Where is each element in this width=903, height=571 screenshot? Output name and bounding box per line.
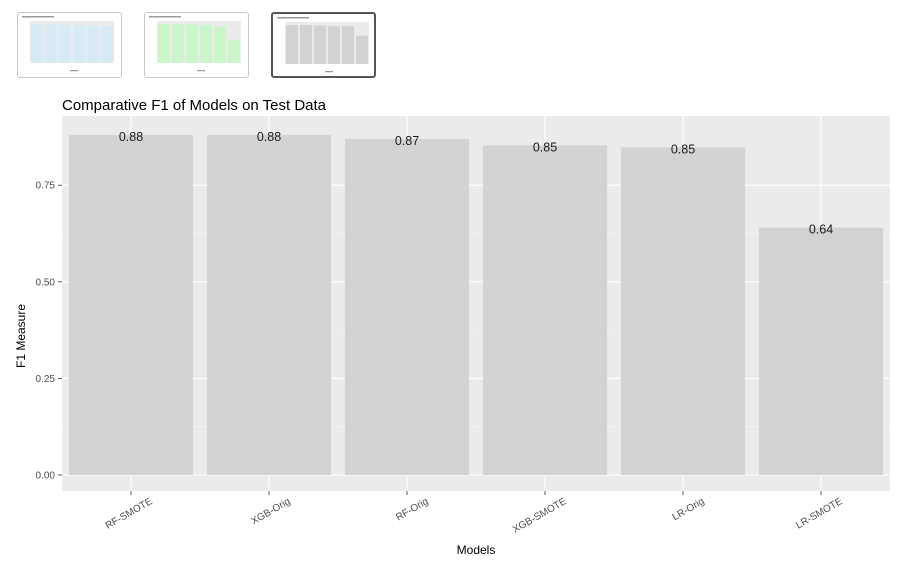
thumbnail-bar [44,24,58,63]
bar-lr-orig [620,147,746,475]
thumbnail-bar [227,39,241,63]
thumbnail-bar [171,24,185,63]
thumbnail-bar [58,24,72,63]
thumbnail-axis-title-line [70,70,78,72]
x-axis-title: Models [457,543,496,557]
thumbnail-precision-chart[interactable] [17,12,122,78]
x-tick-label: LR-SMOTE [794,496,845,532]
data-label: 0.85 [533,140,557,154]
thumbnail-title-line [22,16,54,18]
data-label: 0.87 [395,134,419,148]
y-tick-label: 0.75 [36,181,56,192]
y-axis-title: F1 Measure [14,304,28,368]
x-tick-label: RF-Orig [394,496,430,523]
thumbnail-bar [299,25,313,64]
x-tick-label: LR-Orig [671,496,707,523]
thumbnail-f1-chart[interactable] [271,12,376,78]
thumbnail-bar [213,26,227,63]
thumbnail-bar [86,25,100,63]
bar-xgb-smote [482,145,608,475]
thumbnail-bar [100,25,114,63]
thumbnail-recall-chart[interactable] [144,12,249,78]
f1-bar-chart: Comparative F1 of Models on Test Data 0.… [14,97,890,557]
chart-title: Comparative F1 of Models on Test Data [62,97,327,114]
thumbnail-axis-title-line [197,70,205,72]
bar-lr-smote [758,227,884,475]
thumbnail-panel [30,21,114,63]
thumbnail-recall-chart-preview [149,16,241,72]
x-tick-label: RF-SMOTE [104,496,155,532]
thumbnail-bar [157,24,171,63]
data-label: 0.64 [809,223,833,237]
bars [68,135,884,475]
data-labels: 0.88 0.88 0.87 0.85 0.85 0.64 [119,130,833,237]
bar-rf-smote [68,135,194,475]
thumbnail-bar [355,35,369,64]
x-tick-label: XGB-Orig [249,496,292,527]
data-label: 0.85 [671,142,695,156]
y-tick-label: 0.00 [36,471,56,482]
thumbnail-title-line [277,17,309,19]
thumbnail-bar [313,25,327,64]
thumbnail-panel [285,22,369,64]
thumbnail-bar [185,24,199,63]
thumbnail-title-line [149,16,181,18]
thumbnail-axis-title-line [325,71,333,73]
thumbnail-bar [327,26,341,64]
y-tick-label: 0.25 [36,374,56,385]
thumbnail-bar [285,25,299,64]
bar-xgb-orig [206,135,332,475]
data-label: 0.88 [257,130,281,144]
thumbnail-bar [341,26,355,64]
bar-rf-orig [344,138,470,475]
y-tick-label: 0.50 [36,277,56,288]
data-label: 0.88 [119,130,143,144]
thumbnail-bar [30,24,44,63]
x-tick-label: XGB-SMOTE [511,496,569,536]
thumbnail-bar [72,24,86,63]
thumbnail-panel [157,21,241,63]
thumbnail-f1-chart-preview [277,17,369,73]
thumbnail-precision-chart-preview [22,16,114,72]
thumbnail-bar [199,24,213,64]
plot-panel [62,116,890,491]
